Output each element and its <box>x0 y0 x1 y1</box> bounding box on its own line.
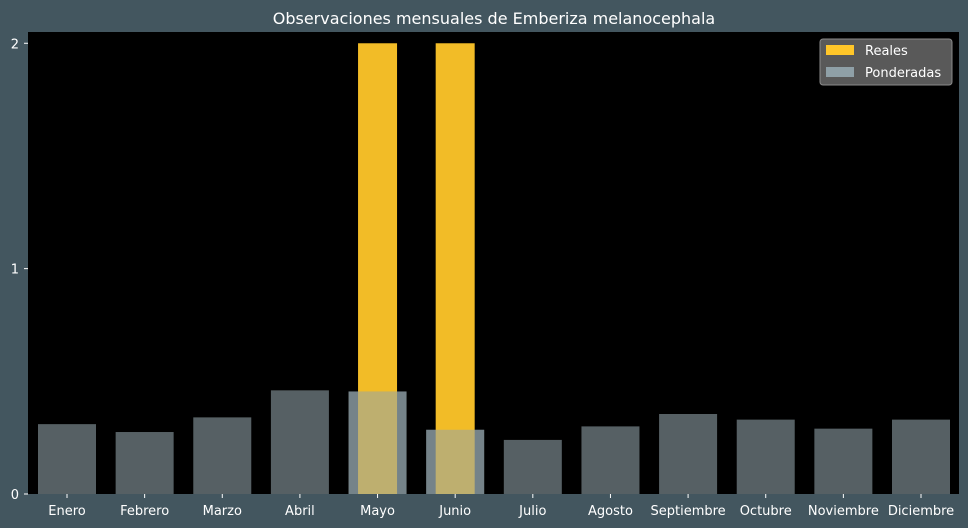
x-tick-label-octubre: Octubre <box>740 504 792 519</box>
x-tick-label-junio: Junio <box>438 504 471 519</box>
x-tick-label-marzo: Marzo <box>203 504 242 519</box>
bar-ponderadas-overlay-junio <box>426 429 485 494</box>
legend-label-reales: Reales <box>865 44 908 59</box>
y-tick-label: 1 <box>11 263 19 278</box>
bar-ponderadas-julio <box>503 439 562 494</box>
x-tick-label-septiembre: Septiembre <box>650 504 725 519</box>
x-tick-label-enero: Enero <box>48 504 86 519</box>
chart-title: Observaciones mensuales de Emberiza mela… <box>273 9 715 28</box>
bar-ponderadas-diciembre <box>892 419 950 494</box>
legend-swatch-ponderadas <box>826 67 854 77</box>
series-reales <box>348 43 485 495</box>
x-tick-label-febrero: Febrero <box>120 504 169 519</box>
y-tick-label: 2 <box>11 37 19 52</box>
bar-ponderadas-febrero <box>115 432 174 494</box>
plot-area <box>28 32 959 494</box>
legend-label-ponderadas: Ponderadas <box>865 66 941 81</box>
bar-reales-junio <box>435 43 475 495</box>
x-tick-label-agosto: Agosto <box>588 504 633 519</box>
bar-ponderadas-abril <box>270 390 329 494</box>
y-tick-label: 0 <box>11 488 19 503</box>
axes: 0 1 2 Enero Febrero Marzo Abril Mayo Junio Julio A… <box>11 37 954 519</box>
x-tick-label-diciembre: Diciembre <box>888 504 954 519</box>
bar-ponderadas-noviembre <box>814 428 873 494</box>
bar-ponderadas-enero <box>38 424 96 494</box>
x-tick-label-noviembre: Noviembre <box>808 504 879 519</box>
bar-ponderadas-marzo <box>193 417 252 494</box>
bar-ponderadas-overlay-mayo <box>348 391 407 494</box>
x-tick-label-julio: Julio <box>518 504 546 519</box>
bar-ponderadas-agosto <box>581 426 640 494</box>
bar-ponderadas-septiembre <box>659 413 718 494</box>
bar-ponderadas-octubre <box>736 419 795 494</box>
legend-swatch-reales <box>826 45 854 55</box>
legend: Reales Ponderadas <box>819 38 953 86</box>
x-tick-label-abril: Abril <box>285 504 315 519</box>
x-tick-label-mayo: Mayo <box>360 504 395 519</box>
